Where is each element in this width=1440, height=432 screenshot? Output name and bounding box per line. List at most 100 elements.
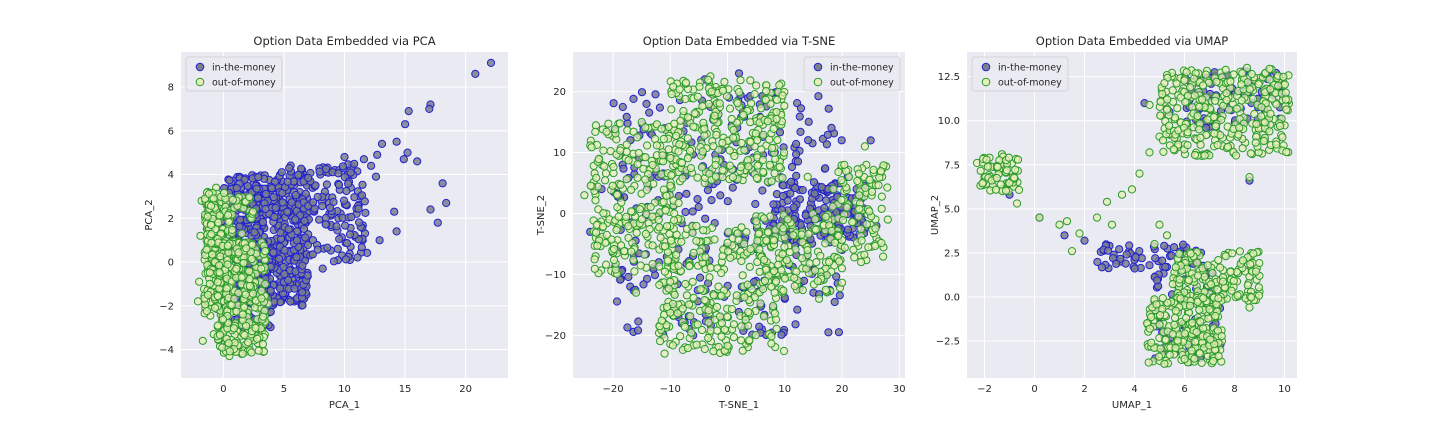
data-point	[751, 331, 760, 340]
x-tick-label: 5	[281, 384, 287, 395]
data-point	[1162, 231, 1172, 240]
data-point	[682, 189, 691, 198]
data-point	[622, 112, 631, 122]
data-point	[1222, 96, 1231, 105]
data-point	[729, 320, 739, 329]
data-point	[1195, 349, 1204, 358]
data-point	[871, 224, 880, 233]
data-point	[736, 163, 746, 172]
data-point	[1278, 133, 1287, 142]
data-point	[825, 258, 834, 267]
data-point	[1107, 220, 1117, 229]
y-tick-label: −10	[545, 270, 566, 281]
data-point	[332, 222, 341, 231]
x-tick-label: 10	[1278, 384, 1291, 395]
data-point	[707, 196, 716, 205]
data-point	[662, 222, 672, 231]
data-point	[666, 154, 675, 163]
data-point	[594, 155, 603, 164]
data-point	[602, 260, 611, 269]
data-point	[780, 101, 789, 110]
data-point	[1282, 148, 1291, 157]
data-point	[674, 261, 683, 270]
data-point	[208, 250, 217, 259]
y-tick-label: 2	[168, 214, 174, 225]
y-tick-label: 8	[168, 83, 174, 94]
data-point	[656, 337, 665, 346]
data-point	[779, 346, 789, 356]
series-out-of-money	[580, 72, 892, 358]
data-point	[318, 202, 327, 211]
data-point	[759, 167, 768, 176]
data-point	[768, 143, 777, 153]
data-point	[762, 236, 771, 245]
data-point	[792, 139, 801, 149]
x-tick-label: 8	[1231, 384, 1237, 395]
data-point	[248, 207, 258, 216]
data-point	[1002, 166, 1012, 175]
data-point	[797, 230, 806, 239]
data-point	[590, 255, 599, 264]
data-point	[860, 142, 870, 151]
data-point	[834, 167, 843, 177]
y-tick-label: 7.5	[944, 160, 960, 171]
data-point	[682, 291, 692, 300]
data-point	[787, 162, 797, 172]
data-point	[770, 267, 779, 276]
data-point	[340, 152, 349, 162]
data-point	[639, 164, 648, 173]
data-point	[1055, 220, 1064, 229]
data-point	[681, 78, 691, 87]
data-point	[752, 174, 762, 183]
data-point	[1265, 64, 1274, 74]
data-point	[304, 173, 313, 182]
data-point	[735, 88, 744, 97]
data-point	[709, 291, 718, 300]
data-point	[687, 328, 696, 337]
legend-label: out-of-money	[830, 78, 894, 89]
data-point	[360, 197, 369, 206]
data-point	[404, 107, 413, 116]
data-point	[218, 315, 228, 324]
data-point	[760, 214, 769, 223]
data-point	[1145, 100, 1154, 110]
data-point	[837, 176, 846, 185]
data-point	[1188, 318, 1197, 327]
data-point	[751, 199, 760, 209]
data-point	[355, 218, 364, 227]
data-point	[1161, 335, 1170, 344]
data-point	[1152, 300, 1161, 309]
data-point	[720, 77, 729, 86]
y-tick-label: −20	[545, 331, 566, 342]
x-tick-label: 10	[338, 384, 351, 395]
data-point	[720, 325, 729, 334]
data-point	[753, 136, 762, 145]
data-point	[284, 225, 293, 234]
legend-marker-itm	[813, 62, 823, 72]
data-point	[855, 191, 864, 200]
data-point	[856, 225, 866, 234]
data-point	[759, 284, 768, 294]
data-point	[666, 236, 676, 245]
data-point	[203, 290, 212, 299]
data-point	[837, 195, 846, 205]
data-point	[675, 140, 684, 149]
data-point	[350, 159, 359, 168]
data-point	[1135, 169, 1144, 178]
data-point	[803, 246, 812, 255]
data-point	[775, 162, 784, 171]
data-point	[746, 76, 755, 85]
data-point	[611, 125, 620, 134]
chart-title: Option Data Embedded via T-SNE	[643, 34, 836, 48]
legend: in-the-money out-of-money	[185, 56, 283, 92]
data-point	[877, 238, 886, 248]
data-point	[978, 179, 987, 188]
data-point	[1257, 112, 1266, 121]
data-point	[1170, 313, 1180, 322]
data-point	[1257, 103, 1266, 112]
data-point	[601, 176, 610, 185]
data-point	[636, 261, 645, 270]
data-point	[769, 200, 778, 209]
data-point	[240, 303, 249, 312]
